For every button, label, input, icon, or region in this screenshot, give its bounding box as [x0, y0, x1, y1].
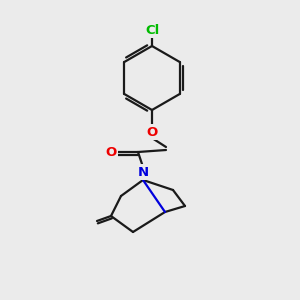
- Text: O: O: [146, 125, 158, 139]
- Text: O: O: [105, 146, 117, 158]
- Text: N: N: [137, 166, 148, 178]
- Text: Cl: Cl: [145, 23, 159, 37]
